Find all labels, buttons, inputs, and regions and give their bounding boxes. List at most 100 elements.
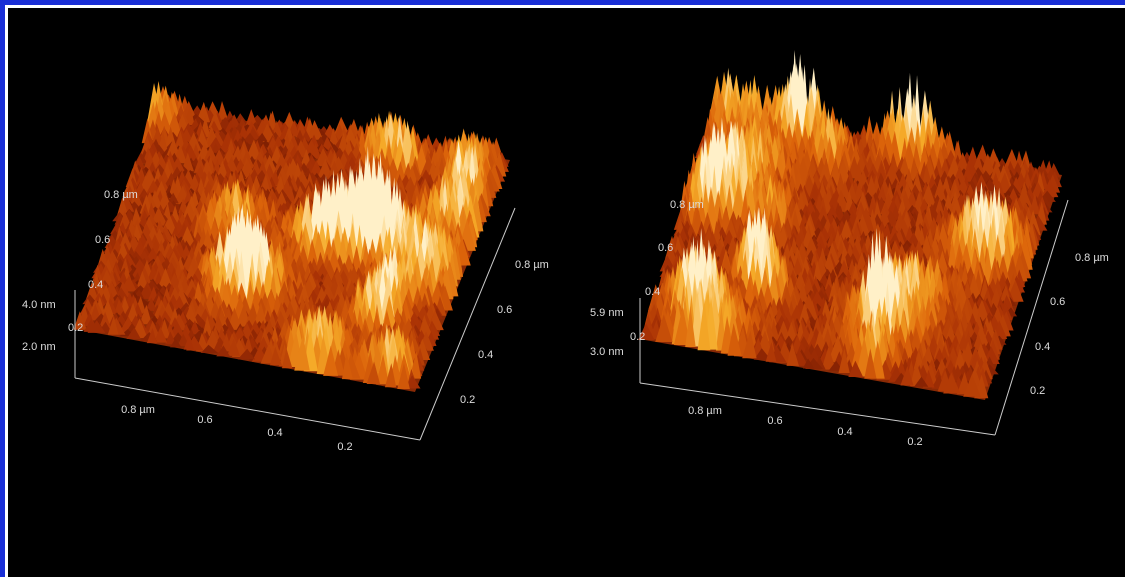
left-tick-label: 0.6 bbox=[658, 242, 673, 254]
surface-spike bbox=[245, 139, 262, 160]
surface-spike bbox=[227, 307, 243, 330]
surface-spike bbox=[92, 264, 103, 282]
surface-spike bbox=[963, 374, 981, 397]
surface-spike bbox=[337, 132, 349, 153]
surface-spike bbox=[89, 303, 101, 321]
surface-spike bbox=[341, 352, 353, 380]
z-tick-label: 4.0 nm bbox=[22, 299, 56, 311]
surface-spike bbox=[786, 342, 799, 366]
surface-spike bbox=[183, 335, 194, 350]
surface-spike bbox=[219, 137, 231, 153]
surface-spike bbox=[828, 360, 843, 371]
surface-spike bbox=[165, 331, 177, 345]
surface-spike bbox=[129, 188, 143, 207]
surface-spike bbox=[425, 173, 436, 188]
surface-spike bbox=[107, 315, 119, 335]
left-tick-label: 0.4 bbox=[88, 279, 103, 291]
right-tick-label: 0.4 bbox=[478, 349, 493, 361]
panel: 4.0 nm 2.0 nm 0.8 µm 0.6 0.4 0.2 0.8 µm 0.6 0.4 0… bbox=[22, 81, 549, 453]
surface-spike bbox=[655, 314, 673, 343]
axis-line bbox=[639, 382, 996, 436]
surface-spike bbox=[309, 160, 324, 176]
surface-spike bbox=[146, 327, 158, 344]
surface-spike bbox=[212, 340, 223, 353]
surface-spike bbox=[850, 223, 863, 245]
surface-spike bbox=[685, 306, 696, 347]
surface-spike bbox=[216, 345, 230, 357]
surface-spike bbox=[150, 206, 168, 226]
front-tick-label: 0.2 bbox=[337, 441, 352, 453]
surface-spike bbox=[366, 361, 381, 384]
surface-spike bbox=[174, 130, 185, 149]
surface-spike bbox=[98, 311, 111, 329]
surface-spike bbox=[1029, 193, 1040, 214]
surface-spike bbox=[126, 327, 141, 339]
front-tick-label: 0.6 bbox=[767, 415, 782, 427]
surface-spike bbox=[196, 101, 210, 122]
surface-spike bbox=[638, 323, 655, 340]
right-tick-label: 0.6 bbox=[1050, 296, 1065, 308]
surface-spike bbox=[282, 348, 293, 369]
surface-spike bbox=[73, 311, 87, 330]
right-tick-label: 0.8 µm bbox=[515, 259, 549, 271]
surface-spike bbox=[727, 323, 742, 356]
surface-spike bbox=[328, 127, 340, 147]
axis-line bbox=[74, 377, 421, 441]
surface-spike bbox=[326, 161, 342, 180]
surface-spike bbox=[307, 120, 324, 140]
right-tick-label: 0.6 bbox=[497, 304, 512, 316]
surface-spike bbox=[962, 163, 974, 182]
surface-spike bbox=[922, 369, 935, 388]
front-tick-label: 0.8 µm bbox=[688, 405, 722, 417]
surface-spike bbox=[243, 172, 256, 190]
surface-spike bbox=[890, 340, 903, 374]
surface-spike bbox=[253, 302, 268, 326]
surface-spike bbox=[202, 315, 213, 337]
right-tick-label: 0.4 bbox=[1035, 341, 1050, 353]
surface-spike bbox=[838, 348, 850, 373]
surface-spike bbox=[397, 363, 410, 390]
afm-figure: 4.0 nm 2.0 nm 0.8 µm 0.6 0.4 0.2 0.8 µm 0.6 0.4 0… bbox=[8, 8, 1125, 577]
surface-spike bbox=[314, 147, 332, 166]
axis-line bbox=[419, 207, 516, 441]
surface-spike bbox=[181, 152, 194, 172]
surface-spike bbox=[245, 109, 258, 126]
axis-line bbox=[994, 199, 1069, 436]
left-tick-label: 0.2 bbox=[630, 331, 645, 343]
surface-spike bbox=[227, 338, 241, 356]
surface-spike bbox=[697, 298, 711, 351]
surface-spike bbox=[295, 120, 308, 138]
z-tick-label: 2.0 nm bbox=[22, 341, 56, 353]
z-tick-label: 3.0 nm bbox=[590, 346, 624, 358]
surface-spike bbox=[87, 320, 106, 333]
surface-spike bbox=[299, 130, 314, 144]
left-tick-label: 0.6 bbox=[95, 234, 110, 246]
surface-spike bbox=[1002, 148, 1021, 171]
front-tick-label: 0.4 bbox=[267, 427, 282, 439]
surface-spike bbox=[294, 334, 310, 371]
surface-spike bbox=[914, 376, 929, 387]
surface-spike bbox=[323, 345, 339, 376]
surface-spike bbox=[153, 326, 168, 343]
surface-spike bbox=[269, 346, 282, 366]
surface-spike bbox=[802, 358, 815, 369]
left-tick-label: 0.4 bbox=[645, 286, 660, 298]
z-tick-label: 5.9 nm bbox=[590, 307, 624, 319]
surface-spike bbox=[170, 338, 182, 348]
surface-spike bbox=[217, 100, 229, 120]
right-tick-label: 0.8 µm bbox=[1075, 252, 1109, 264]
surface-spike bbox=[753, 348, 771, 360]
right-tick-label: 0.2 bbox=[1030, 385, 1045, 397]
front-tick-label: 0.2 bbox=[907, 436, 922, 448]
left-tick-label: 0.8 µm bbox=[670, 199, 704, 211]
surface-spike bbox=[384, 363, 397, 388]
front-tick-label: 0.4 bbox=[837, 426, 852, 438]
surface-spike bbox=[238, 124, 250, 139]
surface-spike bbox=[309, 142, 322, 159]
left-tick-label: 0.8 µm bbox=[104, 189, 138, 201]
surface-spike bbox=[317, 158, 333, 178]
front-tick-label: 0.6 bbox=[197, 414, 212, 426]
surface-spike bbox=[114, 298, 126, 315]
surface-spike bbox=[145, 297, 157, 311]
surface-spike bbox=[168, 179, 181, 199]
